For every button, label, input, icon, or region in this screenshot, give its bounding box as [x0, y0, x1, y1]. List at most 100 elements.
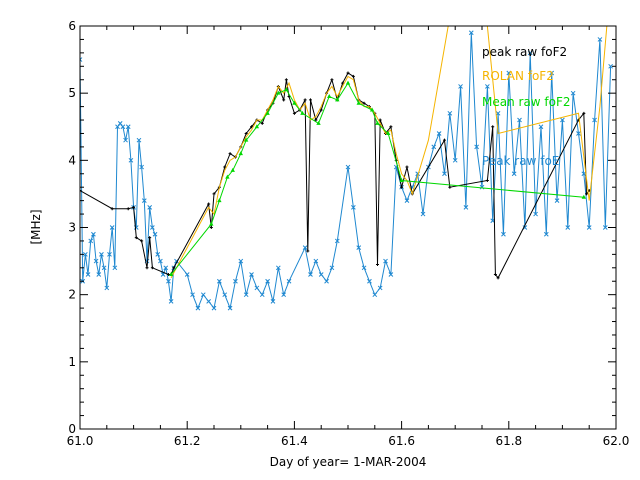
data-point: [107, 252, 112, 257]
data-point: [533, 211, 538, 217]
tick-labels: 61.0 61.2 61.4 61.6 61.8 62.0 0 1 2 3 4 5 6: [67, 19, 630, 448]
data-point: [501, 231, 506, 237]
data-point: [367, 278, 372, 284]
data-point: [195, 305, 201, 311]
data-point: [386, 130, 391, 135]
data-point: [362, 101, 366, 105]
data-point: [286, 278, 292, 284]
data-point: [491, 125, 495, 129]
data-point: [576, 131, 581, 136]
data-point: [270, 299, 276, 304]
x-tick-label: 61.0: [67, 434, 94, 448]
x-tick-label: 61.2: [174, 434, 201, 448]
data-point: [132, 205, 136, 209]
data-point: [485, 84, 490, 89]
data-point: [463, 204, 469, 210]
data-point: [168, 299, 174, 304]
data-point: [223, 165, 227, 169]
data-point: [136, 137, 142, 143]
data-point: [468, 30, 474, 36]
data-point: [206, 299, 211, 304]
data-point: [442, 138, 446, 142]
data-point: [308, 272, 313, 277]
data-point: [345, 164, 351, 170]
data-point: [217, 278, 222, 284]
data-point: [228, 152, 232, 156]
data-point: [303, 98, 307, 102]
data-point: [511, 171, 517, 177]
data-point: [284, 78, 288, 82]
data-point: [282, 98, 286, 102]
data-point: [431, 144, 437, 150]
data-point: [147, 204, 153, 210]
data-point: [356, 245, 362, 251]
data-point: [329, 265, 335, 271]
data-point: [110, 207, 114, 211]
data-point: [306, 249, 310, 253]
data-point: [101, 265, 107, 271]
data-point: [292, 111, 296, 115]
data-point: [233, 278, 238, 284]
x-tick-label: 61.4: [281, 434, 308, 448]
data-point: [80, 189, 82, 193]
data-point: [527, 50, 533, 56]
data-point: [356, 100, 361, 105]
data-point: [211, 305, 217, 311]
data-point: [388, 272, 394, 277]
data-point: [592, 117, 597, 123]
data-point: [284, 87, 289, 92]
data-point: [447, 110, 453, 116]
legend-entry: Mean raw foF2: [482, 95, 571, 109]
data-point: [250, 125, 254, 129]
data-point: [586, 225, 592, 230]
data-point: [85, 272, 91, 277]
data-point: [458, 84, 463, 89]
x-axis-title: Day of year= 1-MAR-2004: [270, 455, 427, 469]
data-point: [560, 117, 565, 123]
data-point: [238, 258, 244, 264]
series-line-peak-raw-foe: [80, 32, 612, 310]
data-point: [88, 238, 94, 244]
data-point: [404, 198, 410, 203]
series-mean-raw-fof2: [168, 80, 587, 277]
data-point: [474, 144, 479, 150]
data-point: [436, 131, 442, 136]
data-point: [318, 272, 324, 277]
data-point: [225, 174, 230, 179]
y-tick-label: 3: [68, 221, 76, 235]
data-point: [324, 278, 329, 284]
data-point: [517, 117, 522, 123]
data-point: [155, 252, 161, 257]
data-point: [99, 252, 104, 257]
data-point: [377, 285, 383, 291]
data-point: [351, 204, 356, 210]
data-point: [166, 278, 171, 284]
data-point: [330, 78, 334, 82]
data-point: [281, 292, 287, 298]
data-point: [383, 258, 388, 264]
data-point: [104, 285, 110, 291]
data-point: [80, 57, 83, 62]
data-point: [123, 137, 128, 143]
legend-entry: ROLAN foF2: [482, 69, 554, 83]
y-axis-title: [MHz]: [29, 209, 43, 244]
data-point: [158, 258, 163, 264]
ticks-layer: [79, 25, 617, 430]
data-point: [372, 292, 378, 298]
data-point: [125, 124, 131, 130]
data-point: [145, 266, 149, 270]
data-point: [351, 74, 355, 78]
data-point: [260, 121, 264, 125]
data-point: [570, 90, 576, 96]
data-point: [243, 292, 249, 298]
data-point: [128, 157, 134, 163]
x-tick-label: 62.0: [603, 434, 630, 448]
data-point: [83, 252, 88, 257]
data-point: [300, 110, 305, 115]
y-tick-label: 0: [68, 422, 76, 436]
data-point: [134, 236, 138, 240]
data-point: [319, 108, 323, 112]
data-point: [265, 110, 270, 115]
data-point: [217, 198, 222, 203]
